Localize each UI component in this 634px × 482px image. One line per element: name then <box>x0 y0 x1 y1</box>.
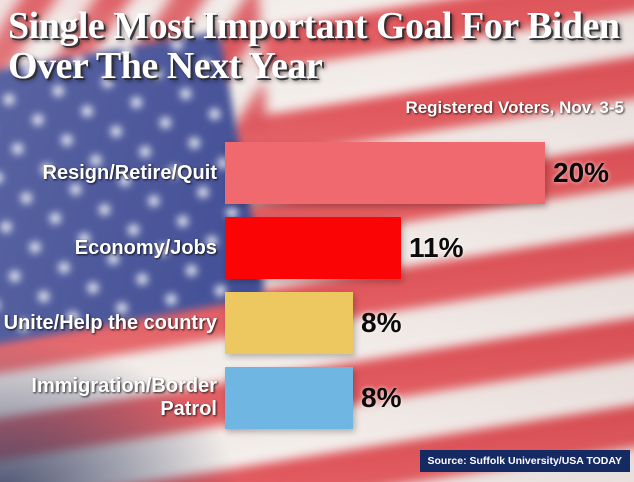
bar-row: Economy/Jobs 11% <box>0 217 634 279</box>
bar <box>225 217 401 279</box>
bar-value-label: 8% <box>361 382 402 413</box>
source-attribution: Source: Suffolk University/USA TODAY <box>419 450 630 472</box>
bar-category-label: Unite/Help the country <box>3 311 217 334</box>
bar <box>225 367 353 429</box>
bar-category-label: Immigration/Border Patrol <box>31 375 217 420</box>
bar-category-label: Resign/Retire/Quit <box>42 161 217 184</box>
bar-rows: Resign/Retire/Quit 20% Economy/Jobs 11% Unit… <box>0 142 634 429</box>
bar-row: Unite/Help the country 8% <box>0 292 634 354</box>
bar-category-label: Economy/Jobs <box>74 236 217 259</box>
bar <box>225 292 353 354</box>
bar-chart: Resign/Retire/Quit 20% Economy/Jobs 11% Unit… <box>0 142 634 442</box>
bar-value-label: 20% <box>553 157 610 188</box>
bar <box>225 142 545 204</box>
chart-subtitle: Registered Voters, Nov. 3-5 <box>405 98 624 117</box>
bar-value-label: 8% <box>361 307 402 338</box>
bar-value-label: 11% <box>409 232 464 263</box>
chart-title: Single Most Important Goal For Biden Ove… <box>8 5 620 88</box>
bar-row: Resign/Retire/Quit 20% <box>0 142 634 204</box>
bar-row: Immigration/Border Patrol 8% <box>0 367 634 429</box>
